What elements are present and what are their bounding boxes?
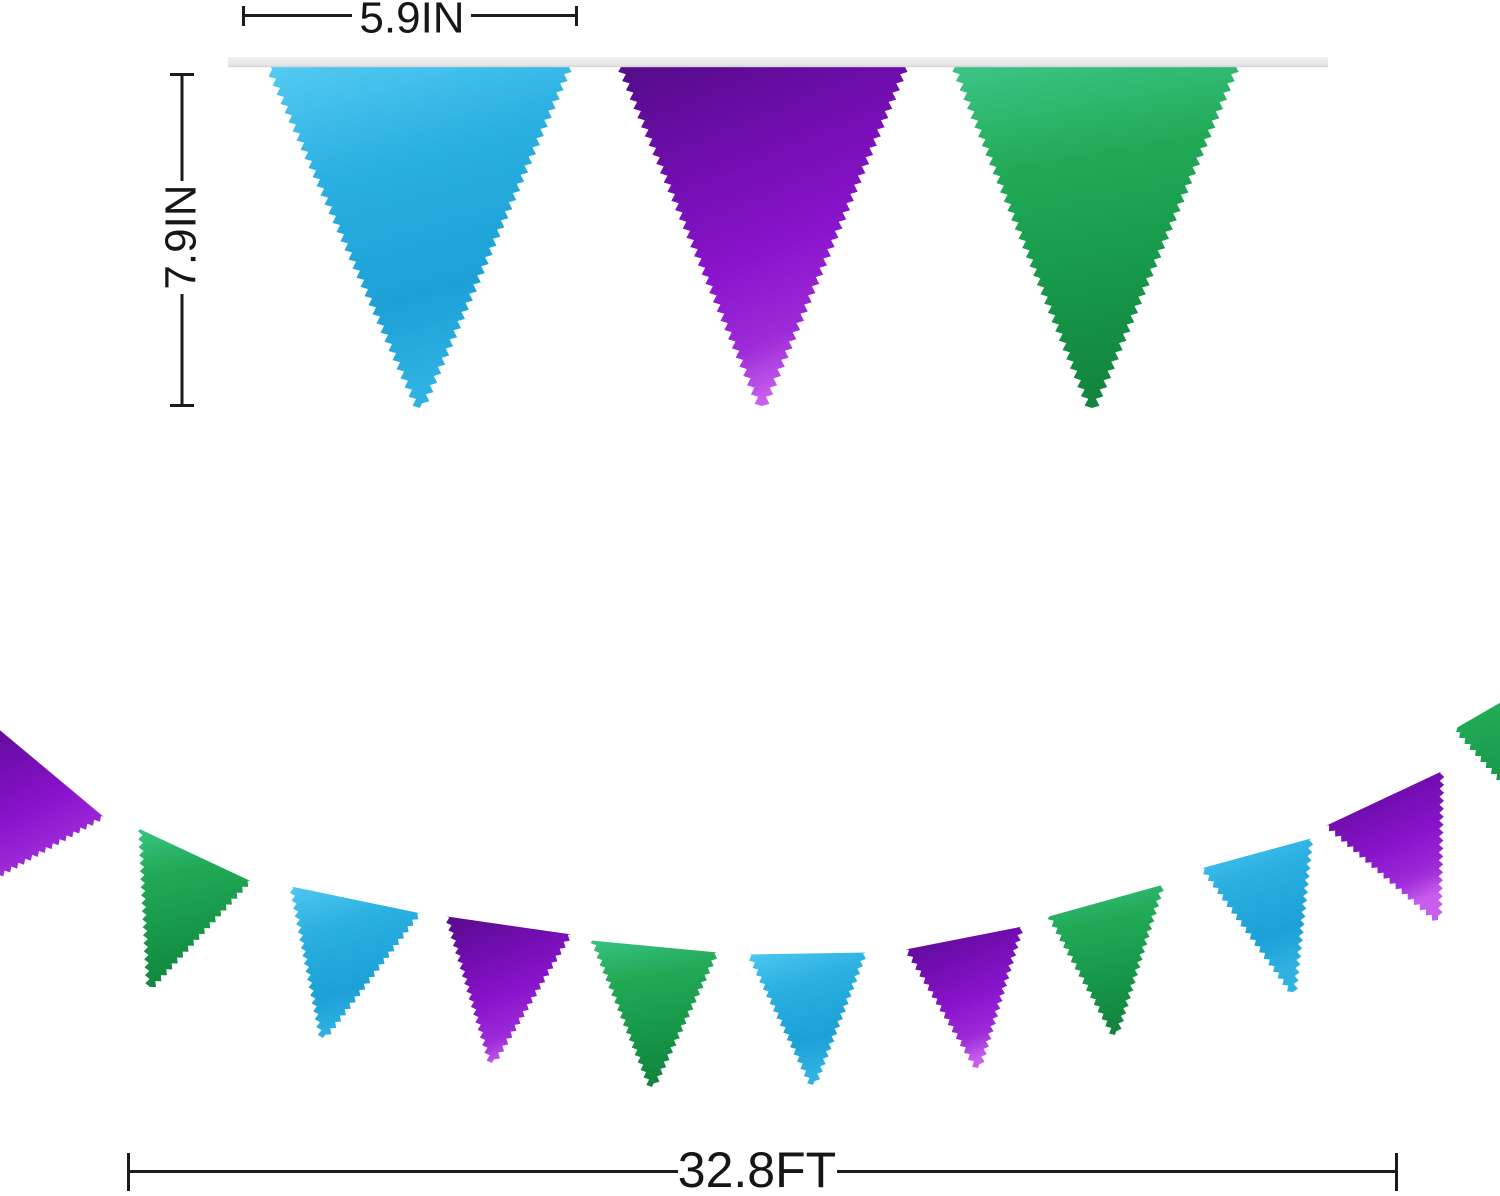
hanging-ribbon: [228, 57, 1328, 68]
length-dimension: 32.8FT: [127, 1142, 1398, 1196]
large-pennant-blue: [268, 65, 572, 408]
height-dimension: 7.9IN: [157, 73, 206, 407]
width-dimension: 5.9IN: [242, 0, 578, 43]
garland-pennant-flags: [0, 695, 1500, 1087]
garland-string: [0, 687, 1500, 955]
garland-pennant-5-green: [590, 934, 721, 1087]
ribbon-strip: [228, 57, 1328, 67]
garland-pennant-6-blue: [745, 946, 869, 1085]
ribbon-strip-shadow-edge: [228, 65, 1328, 68]
width-dimension-label: 5.9IN: [359, 0, 464, 43]
garland-pennant-7-purple: [903, 920, 1026, 1068]
garland-pennant-9-blue: [1198, 832, 1314, 992]
height-dimension-label: 7.9IN: [157, 184, 206, 289]
garland-pennant-8-green: [1047, 878, 1167, 1035]
garland-pennant-1-purple: [0, 721, 108, 877]
garland-pennant-4-purple: [443, 910, 574, 1063]
garland-pennant-3-blue: [288, 880, 424, 1038]
length-dimension-label: 32.8FT: [678, 1142, 836, 1196]
garland-pennant-10-purple: [1323, 765, 1445, 921]
large-pennant-purple: [618, 65, 908, 406]
garland-pennant-11-green: [1452, 695, 1500, 780]
large-pennant-green: [952, 65, 1239, 408]
large-pennant-flags: [268, 65, 1239, 408]
